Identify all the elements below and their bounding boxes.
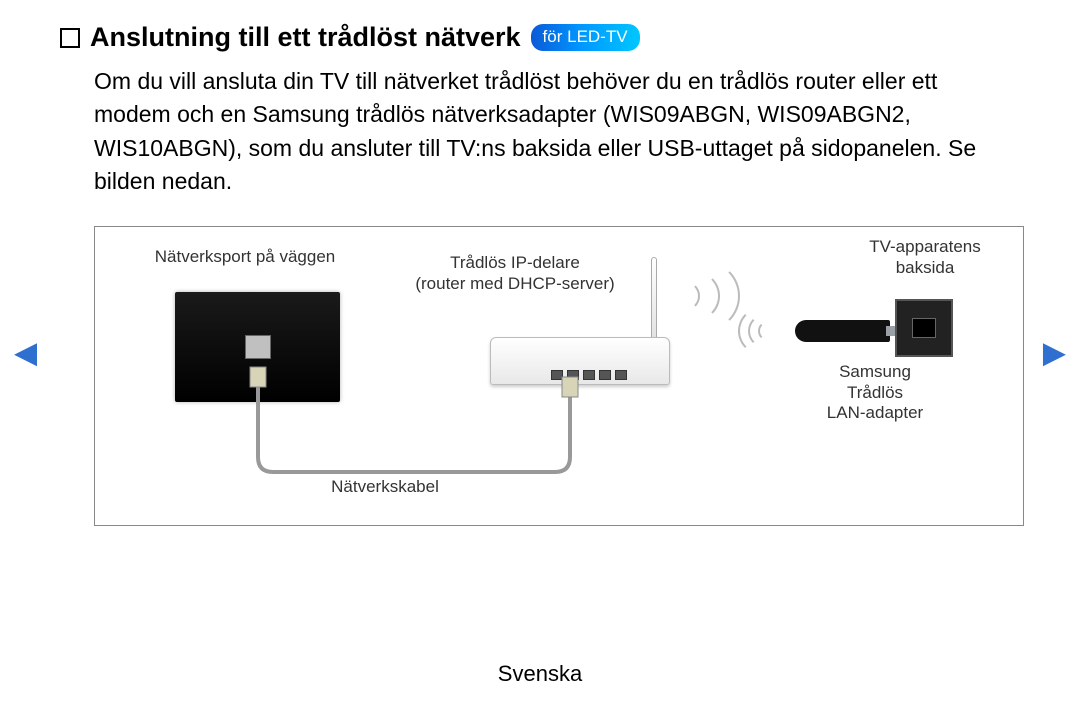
prev-page-button[interactable]: ◀ bbox=[14, 335, 37, 370]
page-title: Anslutning till ett trådlöst nätverk bbox=[90, 22, 521, 53]
body-paragraph: Om du vill ansluta din TV till nätverket… bbox=[94, 65, 1020, 198]
square-bullet-icon bbox=[60, 28, 80, 48]
led-tv-badge: för LED-TV bbox=[531, 24, 640, 51]
language-footer: Svenska bbox=[0, 661, 1080, 687]
heading-row: Anslutning till ett trådlöst nätverk för… bbox=[60, 22, 1020, 53]
wiring-diagram: Nätverksport på väggen Trådlös IP-delare… bbox=[94, 226, 1024, 526]
network-cable-icon bbox=[95, 227, 1025, 527]
next-page-button[interactable]: ▶ bbox=[1043, 335, 1066, 370]
